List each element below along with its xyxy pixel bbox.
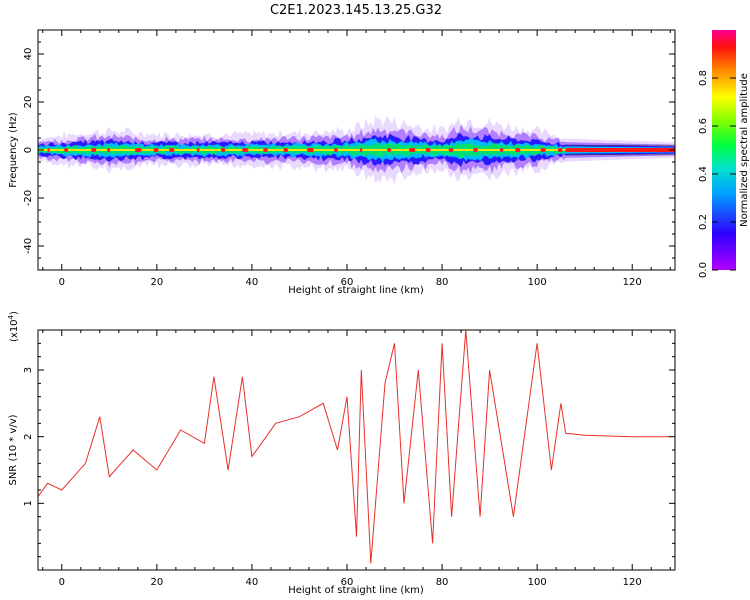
band-peak [196,148,200,152]
spectrogram-band [38,115,675,184]
band-peak [220,148,226,152]
spectrogram-x-tick-label: 100 [528,277,547,288]
band-flat-peak [565,148,675,152]
snr-y-label: SNR (10 * v/v) [8,414,19,485]
spectrogram-x-tick-label: 80 [436,277,449,288]
band-peak [499,148,504,152]
spectrogram-panel: 0 20 40 60 80 100 120 -40 -20 0 20 40 Height of str… [8,29,676,296]
snr-multiplier: (x104) [7,311,20,342]
spectrogram-x-tick-label: 0 [59,277,65,288]
snr-y-tick-label: 1 [23,500,34,506]
band-peak [242,148,249,152]
spectrogram-x-tick-label: 120 [623,277,642,288]
band-peak [387,148,392,152]
colorbar-tick-label: 0.0 [698,262,709,278]
band-peak [448,148,454,152]
band-peak [359,148,363,152]
snr-panel: 0 20 40 60 80 100 120 1 2 3 Height of straight li… [7,311,676,596]
colorbar-tick-label: 0.2 [698,214,709,230]
spectrogram-y-tick-label: 0 [23,147,34,153]
band-peak [334,148,338,152]
spectrogram-x-tick-label: 40 [246,277,259,288]
colorbar-tick-label: 0.8 [698,70,709,86]
snr-x-tick-label: 60 [341,577,354,588]
band-peak [135,148,142,152]
band-peak [107,148,111,152]
band-peak [408,148,416,152]
colorbar-tick-label: 0.4 [698,166,709,182]
band-peak [169,148,175,152]
band-peak [263,148,268,152]
band-peak [64,148,69,152]
snr-x-tick-label: 0 [59,577,65,588]
band-peak [47,148,50,152]
colorbar-tick-label: 0.6 [698,118,709,134]
snr-line-area [38,330,671,564]
spectrogram-x-label: Height of straight line (km) [288,285,424,296]
spectrogram-y-tick-label: -20 [23,190,34,206]
band-peak [153,148,159,152]
snr-x-tick-label: 20 [150,577,163,588]
band-peak [557,148,563,152]
spectrogram-ticks: 0 20 40 60 80 100 120 -40 -20 0 20 40 [23,30,675,288]
spectrogram-y-tick-label: 40 [23,48,34,61]
spectrogram-y-label: Frequency (Hz) [8,112,19,188]
snr-y-tick-label: 3 [23,367,34,373]
colorbar-gradient [712,30,736,270]
snr-x-tick-label: 80 [436,577,449,588]
spectrogram-x-tick-label: 20 [150,277,163,288]
band-peak [540,148,546,152]
snr-x-tick-label: 100 [528,577,547,588]
snr-ticks: 0 20 40 60 80 100 120 1 2 3 [23,330,675,588]
band-peak [425,148,431,152]
band-peak [91,148,97,152]
spectrogram-x-tick-label: 60 [341,277,354,288]
snr-x-tick-label: 40 [246,577,259,588]
snr-x-label: Height of straight line (km) [288,585,424,596]
colorbar: 0.0 0.2 0.4 0.6 0.8 Normalized spectral ampl… [698,30,750,278]
spectrogram-y-tick-label: -40 [23,238,34,254]
band-peak [306,148,314,152]
colorbar-label: Normalized spectral amplitude [739,73,750,227]
figure-title: C2E1.2023.145.13.25.G32 [270,3,442,18]
spectrogram-y-tick-label: 20 [23,96,34,109]
snr-line [38,330,671,564]
band-peak [515,148,521,152]
colorbar-ticks: 0.0 0.2 0.4 0.6 0.8 [698,70,736,278]
band-peak [473,148,478,152]
snr-y-tick-label: 2 [23,433,34,439]
band-peak [283,148,289,152]
snr-x-tick-label: 120 [623,577,642,588]
